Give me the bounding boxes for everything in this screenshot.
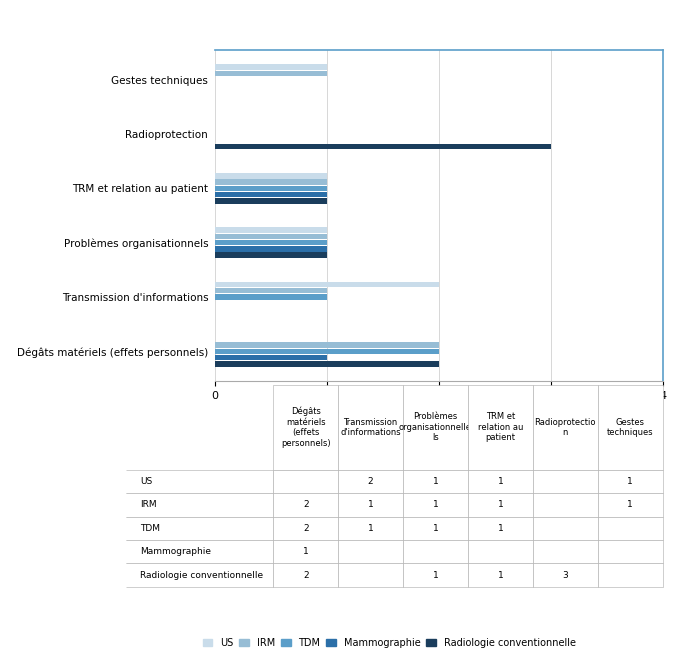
Bar	[215, 361, 438, 367]
Bar	[215, 71, 327, 76]
Bar	[215, 246, 327, 252]
Bar	[215, 173, 327, 178]
Bar	[215, 179, 327, 185]
Bar	[215, 186, 327, 191]
Bar	[215, 198, 327, 204]
Bar	[215, 192, 327, 198]
Bar	[215, 282, 438, 287]
Bar	[215, 349, 438, 354]
Bar	[215, 64, 327, 70]
Legend: US, IRM, TDM, Mammographie, Radiologie conventionnelle: US, IRM, TDM, Mammographie, Radiologie c…	[199, 634, 580, 652]
Bar	[215, 233, 327, 239]
Bar	[215, 355, 327, 360]
Bar	[215, 144, 550, 149]
Bar	[215, 240, 327, 245]
Bar	[215, 342, 438, 348]
Bar	[215, 253, 327, 258]
Bar	[215, 288, 327, 294]
Bar	[215, 227, 327, 233]
Bar	[215, 294, 327, 300]
